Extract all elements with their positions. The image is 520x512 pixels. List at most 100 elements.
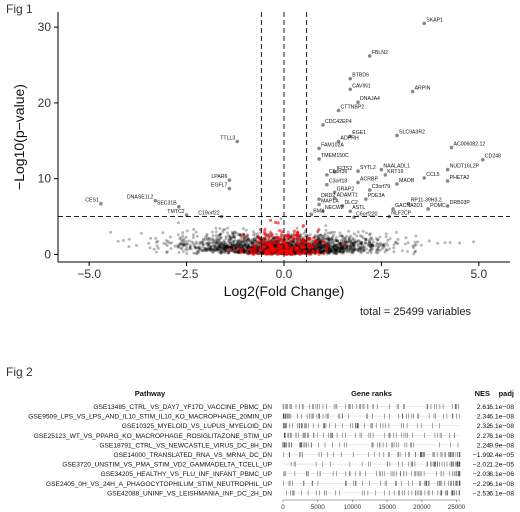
gene-point — [348, 209, 353, 214]
background-point — [293, 252, 297, 256]
background-point — [233, 244, 237, 248]
background-point — [319, 243, 323, 247]
table-header: Pathway — [135, 389, 166, 398]
background-point — [363, 237, 367, 241]
background-point — [181, 244, 185, 248]
background-point — [334, 248, 337, 251]
background-point — [209, 238, 213, 242]
background-point — [320, 246, 324, 250]
background-point — [252, 238, 256, 242]
background-point — [346, 239, 350, 243]
background-point — [245, 241, 249, 245]
background-point — [242, 237, 246, 241]
gene-point — [406, 201, 411, 206]
background-point — [318, 246, 322, 250]
background-point — [328, 237, 332, 241]
significant-point — [295, 234, 299, 238]
background-point — [227, 251, 230, 255]
gene-label: MAOB — [399, 178, 415, 184]
background-point — [180, 247, 184, 251]
table-header: Gene ranks — [351, 389, 392, 398]
background-point — [217, 245, 221, 248]
background-point — [427, 239, 431, 243]
background-point — [361, 249, 365, 253]
background-point — [219, 241, 223, 245]
gene-point — [356, 100, 360, 104]
background-point — [220, 250, 223, 254]
background-point — [188, 244, 192, 247]
background-point — [338, 250, 342, 254]
background-point — [224, 245, 228, 249]
significant-point — [300, 251, 304, 256]
background-point — [324, 237, 328, 241]
background-point — [211, 237, 214, 241]
background-point — [368, 241, 372, 245]
gene-label: BTBD6 — [352, 73, 369, 79]
background-point — [316, 245, 320, 249]
significant-point — [239, 234, 243, 238]
background-point — [343, 238, 347, 242]
background-point — [330, 245, 334, 249]
background-point — [319, 243, 323, 247]
background-point — [206, 247, 210, 251]
significant-point — [273, 248, 277, 253]
background-point — [333, 251, 337, 255]
background-point — [234, 243, 237, 247]
background-point — [218, 248, 222, 252]
background-point — [247, 237, 251, 241]
background-point — [329, 241, 333, 245]
background-point — [223, 241, 227, 244]
background-point — [179, 246, 183, 250]
background-point — [218, 245, 222, 249]
background-point — [343, 236, 347, 240]
background-point — [227, 233, 231, 237]
background-point — [357, 239, 361, 243]
background-point — [352, 242, 356, 246]
gene-label: NLF2CP — [391, 211, 411, 217]
background-point — [316, 245, 320, 249]
gene-label: KRT19 — [387, 169, 403, 175]
background-point — [367, 238, 371, 242]
background-point — [316, 230, 320, 234]
background-point — [109, 230, 113, 234]
gene-labels: SKAP1 FBLN2 BTBD6 CAVIN1 ARPIN DNAJA4 CTTNBP2 C… — [85, 17, 501, 217]
background-point — [238, 242, 242, 246]
volcano-points — [99, 21, 485, 256]
background-point — [188, 245, 192, 249]
background-point — [332, 244, 336, 248]
background-point — [241, 243, 245, 247]
background-point — [338, 243, 342, 247]
background-point — [241, 227, 245, 231]
gene-label: DNAJA4 — [360, 96, 380, 102]
background-point — [351, 242, 355, 246]
background-point — [340, 247, 344, 251]
significant-point — [301, 224, 306, 228]
background-point — [188, 247, 192, 251]
background-point — [271, 236, 275, 240]
background-point — [223, 250, 227, 254]
background-point — [181, 231, 185, 235]
background-point — [176, 233, 180, 237]
background-point — [219, 232, 223, 236]
significant-point — [311, 249, 315, 253]
background-point — [376, 242, 380, 246]
significant-point — [307, 252, 311, 256]
gene-point — [480, 157, 485, 162]
significant-point — [297, 252, 301, 256]
background-point — [317, 242, 321, 246]
gene-label: GACNA2D1 — [395, 203, 423, 209]
background-point — [244, 245, 248, 249]
background-point — [192, 251, 196, 255]
background-point — [234, 246, 238, 250]
pathway-name: GSE2405_0H_VS_24H_A_PHAGOCYTOPHILUM_STIM… — [46, 481, 273, 488]
background-point — [334, 244, 338, 248]
background-point — [340, 243, 344, 246]
background-point — [370, 243, 374, 247]
background-point — [338, 241, 342, 245]
background-point — [224, 242, 228, 246]
gene-point — [336, 108, 341, 113]
background-point — [215, 246, 219, 250]
background-point — [239, 240, 243, 244]
significant-point — [274, 220, 278, 225]
background-point — [155, 240, 158, 244]
